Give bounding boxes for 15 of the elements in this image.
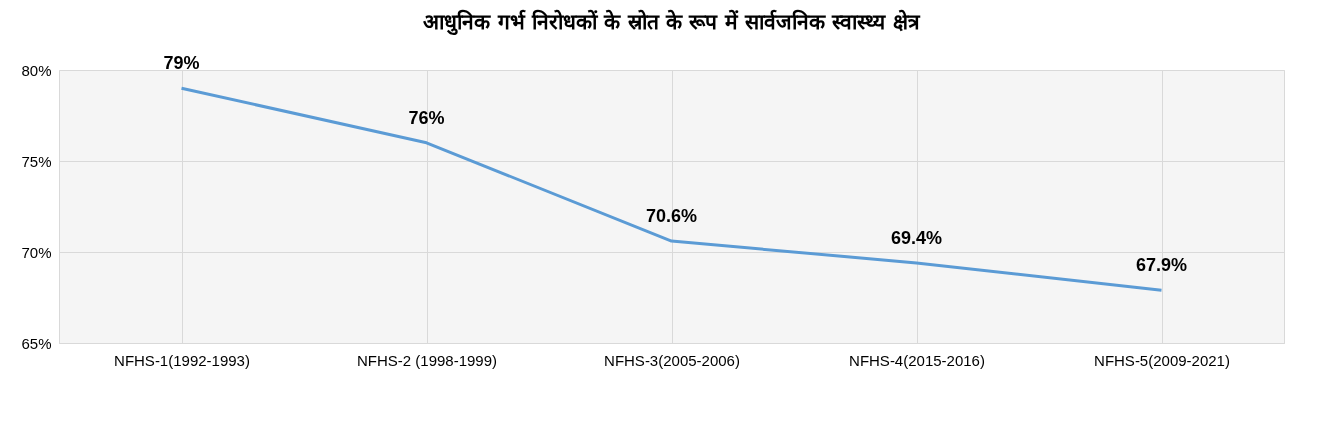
y-tick-label: 65% [21, 334, 52, 352]
y-tick-label: 80% [21, 61, 52, 79]
x-tick-label: NFHS-2 (1998-1999) [356, 351, 498, 369]
chart-title: आधुनिक गर्भ निरोधकों के स्रोत के रूप में सार्वजनिक स्वास्थ्य क्षेत्र [423, 9, 921, 37]
y-tick-label: 70% [21, 243, 52, 261]
data-label: 67.9% [1135, 255, 1188, 276]
data-label: 70.6% [645, 206, 698, 227]
data-label: 69.4% [890, 227, 943, 248]
data-label: 76% [408, 107, 445, 128]
data-label: 79% [163, 53, 200, 74]
y-tick-label: 75% [21, 152, 52, 170]
x-tick-label: NFHS-3(2005-2006) [604, 351, 740, 369]
x-tick-label: NFHS-1(1992-1993) [114, 351, 250, 369]
x-tick-label: NFHS-4(2015-2016) [849, 351, 985, 369]
x-tick-label: NFHS-5(2009-2021) [1094, 351, 1230, 369]
